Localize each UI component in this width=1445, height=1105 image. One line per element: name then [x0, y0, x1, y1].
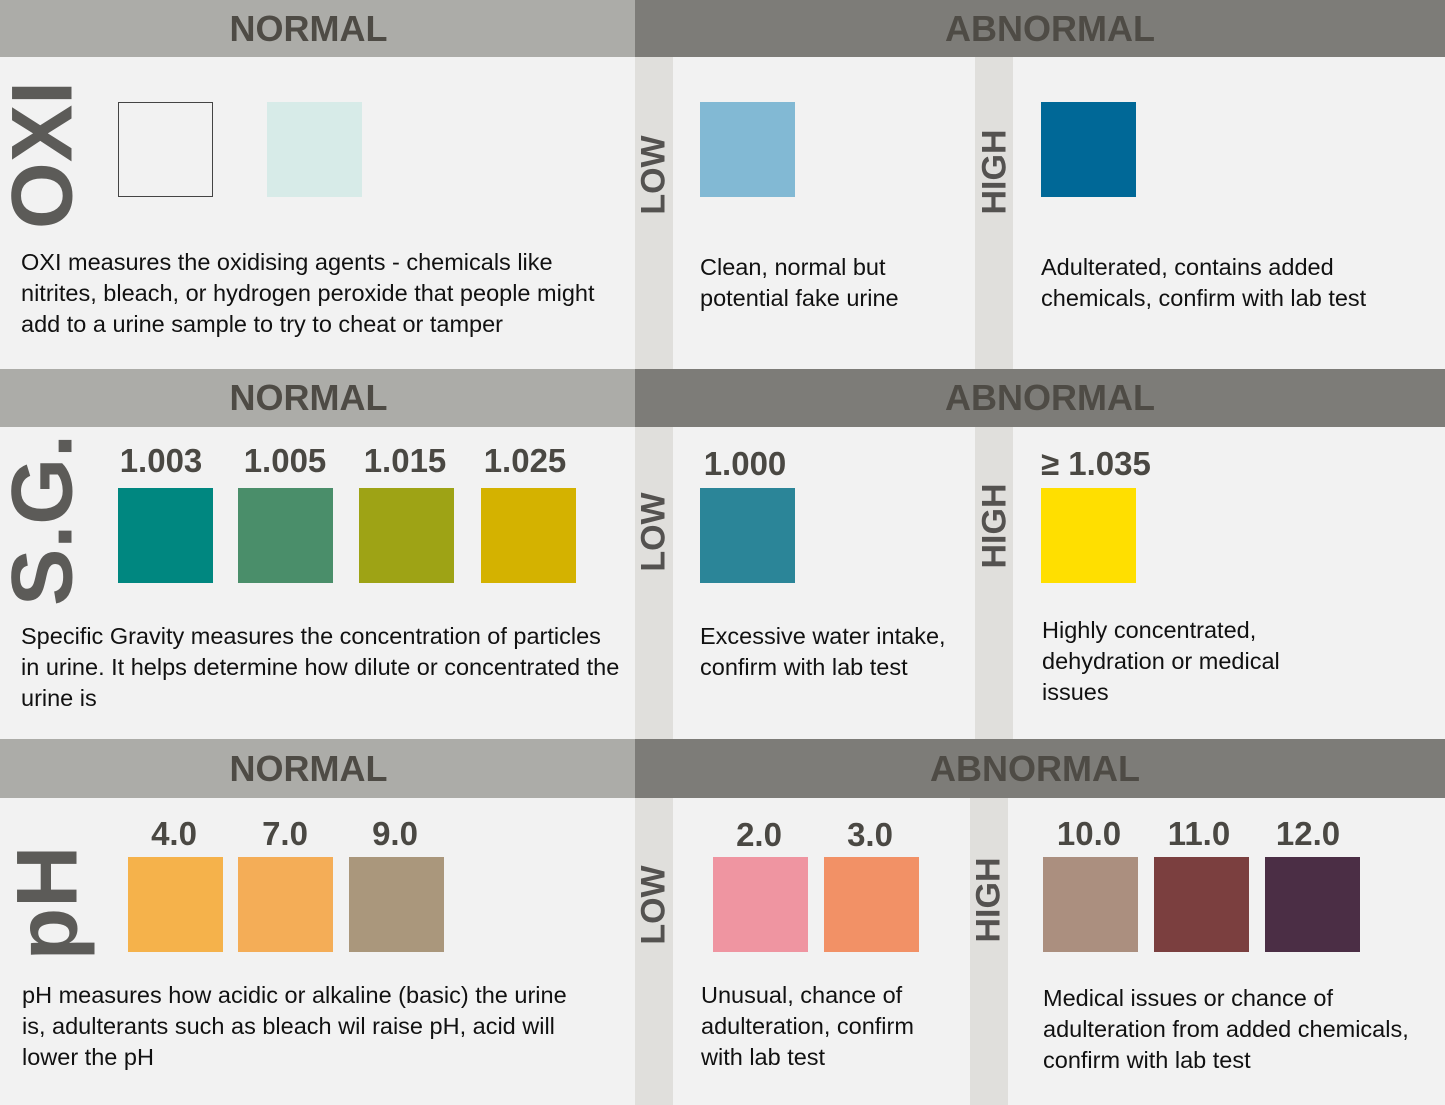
oxi-low-label: LOW	[634, 135, 673, 215]
ph-normal-swatch-1	[128, 857, 223, 952]
sg-normal-description: Specific Gravity measures the concentrat…	[21, 623, 620, 711]
ph-low-value-1: 2.0	[736, 816, 782, 853]
oxi-high-description: Adulterated, contains added chemicals, c…	[1041, 254, 1367, 311]
sg-normal-value-4: 1.025	[483, 442, 567, 479]
oxi-abnormal-header: ABNORMAL	[635, 0, 1445, 57]
ph-normal-value-3: 9.0	[372, 815, 418, 852]
ph-normal-swatch-3	[349, 857, 444, 952]
ph-high-swatch-2	[1154, 857, 1249, 952]
sg-low-label: LOW	[634, 492, 673, 572]
oxi-low-swatch	[700, 102, 795, 197]
sg-low-description: Excessive water intake, confirm with lab…	[700, 623, 946, 680]
sg-normal-value-2: 1.005	[243, 442, 327, 479]
oxi-normal-header: NORMAL	[0, 0, 635, 57]
oxi-low-sidebar	[635, 57, 673, 369]
ph-high-value-1: 10.0	[1056, 815, 1122, 852]
ph-low-swatch-1	[713, 857, 808, 952]
ph-high-swatch-3	[1265, 857, 1360, 952]
ph-abnormal-header: ABNORMAL	[635, 739, 1445, 798]
sg-normal-swatch-1	[118, 488, 213, 583]
ph-high-description: Medical issues or chance of adulteration…	[1043, 985, 1409, 1073]
ph-normal-value-2: 7.0	[262, 815, 308, 852]
sg-high-value: ≥ 1.035	[1041, 445, 1151, 482]
sg-low-value: 1.000	[703, 445, 787, 482]
oxi-low-description: Clean, normal but potential fake urine	[700, 254, 899, 311]
oxi-normal-swatch-2	[267, 102, 362, 197]
ph-high-swatch-1	[1043, 857, 1138, 952]
sg-normal-swatch-3	[359, 488, 454, 583]
normal-header-label: NORMAL	[229, 377, 388, 418]
ph-low-value-2: 3.0	[847, 816, 893, 853]
oxi-high-sidebar	[975, 57, 1013, 369]
sg-normal-swatch-4	[481, 488, 576, 583]
ph-normal-header: NORMAL	[0, 739, 635, 798]
ph-normal-value-1: 4.0	[151, 815, 197, 852]
sg-high-label: HIGH	[975, 483, 1014, 569]
oxi-normal-description: OXI measures the oxidising agents - chem…	[21, 249, 595, 337]
sg-high-description: Highly concentrated, dehydration or medi…	[1042, 617, 1280, 705]
normal-header-label: NORMAL	[229, 8, 388, 49]
sg-abnormal-header: ABNORMAL	[635, 369, 1445, 427]
ph-high-sidebar	[970, 798, 1008, 1105]
ph-normal-description: pH measures how acidic or alkaline (basi…	[22, 982, 567, 1070]
oxi-normal-swatch-1	[118, 102, 213, 197]
sg-high-swatch	[1041, 488, 1136, 583]
normal-header-label: NORMAL	[229, 748, 388, 789]
abnormal-header-label: ABNORMAL	[945, 377, 1155, 418]
oxi-high-swatch	[1041, 102, 1136, 197]
ph-low-description: Unusual, chance of adulteration, confirm…	[701, 982, 914, 1070]
sg-section-label: S.G.	[0, 433, 91, 607]
sg-low-swatch	[700, 488, 795, 583]
abnormal-header-label: ABNORMAL	[930, 748, 1140, 789]
ph-section-label: pH	[0, 845, 96, 961]
ph-low-sidebar	[635, 798, 673, 1105]
sg-high-sidebar	[975, 427, 1013, 739]
ph-high-value-2: 11.0	[1167, 815, 1231, 852]
oxi-high-label: HIGH	[975, 129, 1014, 215]
sg-low-sidebar	[635, 427, 673, 739]
ph-normal-swatch-2	[238, 857, 333, 952]
ph-high-label: HIGH	[969, 857, 1008, 943]
abnormal-header-label: ABNORMAL	[945, 8, 1155, 49]
sg-normal-header: NORMAL	[0, 369, 635, 427]
ph-low-label: LOW	[634, 865, 673, 945]
sg-normal-swatch-2	[238, 488, 333, 583]
ph-high-value-3: 12.0	[1275, 815, 1341, 852]
ph-low-swatch-2	[824, 857, 919, 952]
sg-normal-value-3: 1.015	[363, 442, 447, 479]
sg-normal-value-1: 1.003	[119, 442, 203, 479]
oxi-section-label: OXI	[0, 80, 91, 230]
